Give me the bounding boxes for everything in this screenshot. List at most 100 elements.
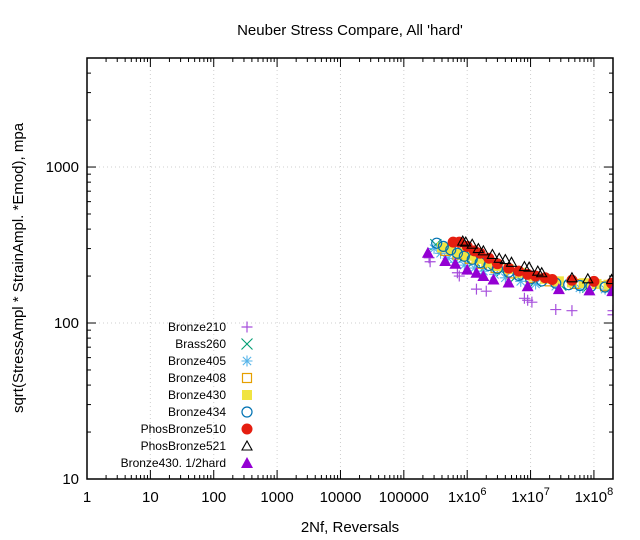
data-point <box>470 266 483 278</box>
data-point <box>486 248 499 260</box>
data-point <box>566 271 578 283</box>
data-point <box>552 283 565 295</box>
x-tick-label: 1x108 <box>575 486 614 506</box>
data-point <box>461 263 474 275</box>
data-points <box>421 234 613 321</box>
data-point <box>581 272 594 284</box>
data-point <box>493 252 506 263</box>
legend-label: PhosBronze510 <box>141 422 227 436</box>
x-tick-label: 1x106 <box>448 486 487 506</box>
data-point <box>505 256 518 267</box>
legend-label: Bronze210 <box>168 320 226 334</box>
legend-marker <box>241 457 253 468</box>
y-tick-label: 10 <box>62 471 79 488</box>
data-point <box>606 285 613 297</box>
data-point <box>605 273 613 285</box>
legend-marker <box>242 390 252 400</box>
data-point <box>437 240 449 252</box>
data-point <box>431 237 443 249</box>
data-point <box>513 265 525 277</box>
legend-marker <box>241 423 253 435</box>
data-point <box>458 259 470 271</box>
legend-marker <box>241 439 253 451</box>
data-point <box>459 236 472 247</box>
legend-item: Bronze408 <box>168 371 253 385</box>
data-point <box>607 309 613 321</box>
data-point <box>583 284 596 296</box>
x-tick-label: 1000 <box>260 489 293 506</box>
data-point <box>530 278 542 290</box>
legend-label: Bronze430 <box>168 388 226 402</box>
legend-item: Bronze210 <box>168 320 253 334</box>
legend-label: Bronze434 <box>168 405 226 419</box>
legend-label: Bronze430. 1/2hard <box>121 456 226 470</box>
y-axis-label: sqrt(StressAmpl * StrainAmpl. *Emod), mp… <box>10 122 27 413</box>
x-tick-label: 10000 <box>320 489 362 506</box>
data-point <box>503 262 515 274</box>
grid <box>86 58 613 479</box>
legend-label: Bronze405 <box>168 354 226 368</box>
x-tick-label: 10 <box>142 489 159 506</box>
data-point <box>436 242 447 253</box>
legend-marker <box>241 321 253 333</box>
data-point <box>439 254 452 266</box>
legend-item: Bronze430 <box>168 388 252 402</box>
data-point <box>499 253 512 265</box>
x-tick-label: 1 <box>83 489 91 506</box>
legend-item: Bronze430. 1/2hard <box>121 456 253 470</box>
data-point <box>499 272 511 284</box>
data-point <box>445 244 456 255</box>
data-point <box>489 268 501 280</box>
data-point <box>462 250 473 261</box>
x-tick-label: 100000 <box>379 489 429 506</box>
data-point <box>453 270 465 282</box>
x-tick-labels: 1 10 100 1000 10000 100000 1x106 1x107 1x108 <box>83 486 613 506</box>
data-point <box>553 276 564 287</box>
data-point <box>472 242 485 254</box>
legend-item: Brass260 <box>175 337 253 351</box>
legend-marker <box>241 372 253 384</box>
data-point <box>442 252 454 264</box>
data-point <box>466 238 479 249</box>
y-tick-labels: 10 100 1000 <box>46 159 79 488</box>
data-point <box>454 247 465 258</box>
data-point <box>566 305 578 317</box>
data-point <box>526 296 538 308</box>
data-point <box>588 275 600 287</box>
data-point <box>574 279 586 292</box>
data-point <box>456 234 469 246</box>
data-point <box>480 285 492 297</box>
data-point <box>428 243 440 255</box>
data-point <box>477 270 490 282</box>
y-tick-label: 100 <box>54 315 79 332</box>
data-point <box>451 247 463 259</box>
axis-ticks <box>86 57 614 480</box>
data-point <box>546 274 558 286</box>
data-point <box>449 257 462 269</box>
data-point <box>502 276 515 288</box>
legend-label: Brass260 <box>175 337 226 351</box>
legend-item: PhosBronze510 <box>141 422 253 436</box>
data-point <box>523 261 536 272</box>
data-point <box>521 280 534 292</box>
legend: Bronze210 Brass260 Bronze405 Bronze408 Bronz… <box>121 320 253 470</box>
legend-marker <box>241 406 253 418</box>
data-point <box>607 305 613 317</box>
plot-frame <box>86 57 614 480</box>
data-point <box>468 262 480 274</box>
legend-marker <box>241 338 253 350</box>
chart-title: Neuber Stress Compare, All 'hard' <box>237 22 463 39</box>
data-point <box>474 247 486 259</box>
series-bronze430-1-2hard <box>421 246 613 297</box>
data-point <box>535 266 548 278</box>
data-point <box>487 273 500 285</box>
series-bronze210 <box>423 252 613 321</box>
data-point <box>477 244 490 256</box>
x-tick-label: 1x107 <box>511 486 550 506</box>
legend-label: PhosBronze521 <box>141 439 227 453</box>
series-phosbronze521 <box>456 234 613 285</box>
legend-item: Bronze405 <box>168 354 253 368</box>
data-point <box>458 250 470 262</box>
data-point <box>424 256 436 268</box>
